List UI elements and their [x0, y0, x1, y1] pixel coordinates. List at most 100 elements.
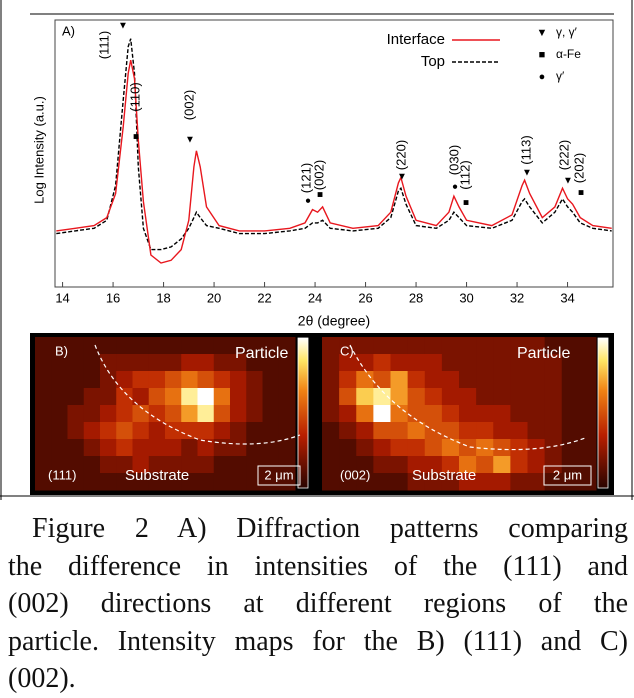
heatmap-cell	[441, 422, 460, 440]
legend-label: α-Fe	[556, 47, 581, 61]
caption-line: (002).	[8, 663, 76, 694]
heatmap-cell	[246, 388, 263, 406]
heatmap-cell	[51, 388, 68, 406]
index-label: (111)	[48, 467, 76, 482]
region-label: Particle	[517, 345, 570, 362]
heatmap-cell	[356, 405, 374, 423]
heatmap-cell	[197, 405, 215, 423]
peak-label: (113)	[518, 135, 533, 164]
caption: Figure 2 A) Diffraction patterns compari…	[8, 510, 628, 698]
heatmap-cell	[459, 371, 477, 389]
heatmap-cell	[83, 456, 101, 474]
scale-bar-label: 2 μm	[553, 467, 582, 482]
x-tick-label: 28	[409, 290, 423, 305]
heatmap-cell	[424, 473, 443, 491]
heatmap-cell	[213, 473, 231, 491]
heatmap-cell	[100, 439, 117, 457]
heatmap-cell	[278, 439, 296, 457]
peak-marker: ▼	[397, 172, 407, 183]
peak-marker: ▼	[118, 21, 128, 32]
peak-label: (202)	[571, 153, 586, 183]
heatmap-cell	[322, 473, 340, 491]
heatmap-cell	[578, 422, 597, 440]
heatmap-cell	[493, 354, 511, 372]
heatmap-cell	[493, 473, 511, 491]
peak-label: (222)	[556, 140, 571, 170]
heatmap-cell	[51, 473, 68, 491]
heatmap-cell	[527, 388, 546, 406]
heatmap-cell	[476, 456, 494, 474]
legend-label: Interface	[387, 31, 445, 48]
peak-marker: ■	[578, 188, 584, 199]
scale-bar-box	[543, 465, 592, 486]
heatmap-cell	[459, 456, 477, 474]
heatmap-cell	[100, 456, 117, 474]
heatmap-cell	[278, 371, 296, 389]
panel-label: C)	[340, 343, 354, 358]
heatmap-cell	[510, 371, 528, 389]
heatmap-cell	[83, 371, 101, 389]
heatmap-cell	[132, 473, 150, 491]
heatmap-cell	[148, 422, 166, 440]
region-label: Particle	[235, 345, 288, 362]
heatmap-cell	[578, 473, 597, 491]
heatmap-cell	[527, 456, 546, 474]
heatmap-cell	[510, 388, 528, 406]
heatmap-cell	[116, 422, 133, 440]
heatmap-cell	[278, 388, 296, 406]
heatmap-cell	[262, 422, 280, 440]
heatmap-cell	[181, 371, 198, 389]
heatmap-cell	[35, 371, 52, 389]
heatmap-cell	[441, 439, 460, 457]
heatmap-cell	[493, 456, 511, 474]
heatmap-cell	[356, 456, 374, 474]
heatmap-cell	[197, 388, 215, 406]
legend-marker: ●	[539, 71, 546, 83]
heatmap-cell	[197, 473, 215, 491]
scale-bar-box	[257, 465, 301, 486]
heatmap-cell	[230, 422, 247, 440]
heatmap-cell	[230, 456, 247, 474]
heatmap-cell	[510, 337, 528, 355]
heatmap-cell	[165, 456, 182, 474]
heatmap-cell	[441, 456, 460, 474]
heatmap-cell	[116, 439, 133, 457]
region-label: Substrate	[125, 467, 189, 484]
heatmap-cell	[165, 422, 182, 440]
heatmap-cell	[544, 371, 563, 389]
heatmap-cell	[527, 422, 546, 440]
heatmap-cell	[197, 337, 215, 355]
heatmap-cell	[407, 439, 426, 457]
heatmap-cell	[441, 337, 460, 355]
heatmap-cell	[578, 337, 597, 355]
heatmap-cell	[578, 371, 597, 389]
heatmap-cell	[373, 473, 391, 491]
heatmap-cell	[246, 456, 263, 474]
heatmap-cell	[278, 354, 296, 372]
heatmap-cell	[132, 439, 150, 457]
heatmap-cell	[262, 337, 280, 355]
heatmap-cell	[116, 337, 133, 355]
heatmap-cell	[165, 371, 182, 389]
heatmap-cell	[424, 456, 443, 474]
heatmap-cell	[165, 388, 182, 406]
heatmap-cell	[407, 371, 426, 389]
heatmap-cell	[527, 371, 546, 389]
peak-label: (110)	[127, 82, 142, 111]
heatmap-cell	[148, 439, 166, 457]
boundary-curve	[94, 344, 301, 445]
heatmap-cell	[322, 371, 340, 389]
heatmap-cell	[213, 371, 231, 389]
heatmap-cell	[407, 354, 426, 372]
heatmap-cell	[510, 422, 528, 440]
heatmap-cell	[35, 422, 52, 440]
heatmap-cell	[527, 405, 546, 423]
heatmap-cell	[390, 388, 409, 406]
heatmap-cell	[67, 422, 85, 440]
heatmap-cell	[116, 456, 133, 474]
heatmap-cell	[35, 354, 52, 372]
caption-line: Figure 2 A) Diffraction patterns compari…	[32, 513, 628, 544]
heatmap-cell	[100, 473, 117, 491]
heatmap-cell	[51, 439, 68, 457]
heatmap-cell	[116, 405, 133, 423]
